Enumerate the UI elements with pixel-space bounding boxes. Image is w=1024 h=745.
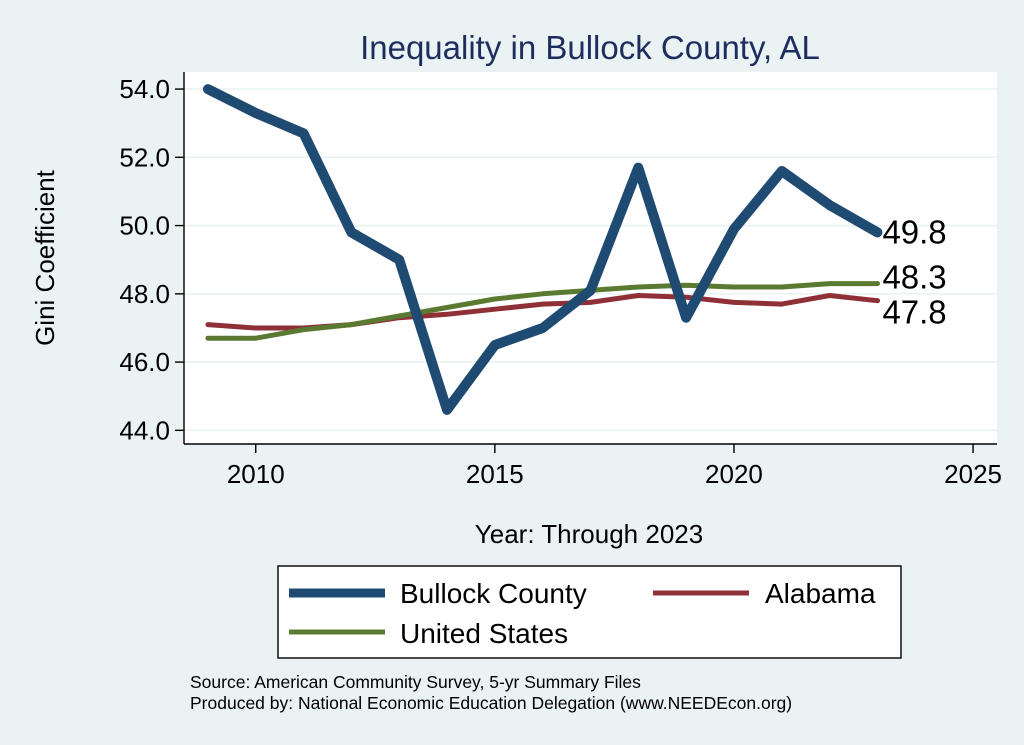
y-tick-label: 44.0 (119, 415, 170, 445)
plot-area (184, 72, 997, 444)
chart-title: Inequality in Bullock County, AL (360, 29, 820, 66)
legend: Bullock County Alabama United States (277, 565, 902, 659)
legend-label-united-states: United States (400, 618, 568, 649)
end-label-bullock-county: 49.8 (882, 213, 946, 250)
series-lines (202, 84, 883, 415)
legend-label-alabama: Alabama (765, 578, 876, 609)
y-axis-ticks: 44.0 46.0 48.0 50.0 52.0 54.0 (119, 74, 184, 445)
end-label-alabama: 47.8 (882, 294, 946, 331)
y-tick-label: 50.0 (119, 211, 170, 241)
axes (183, 72, 997, 445)
series-endpoint-bullock-county (874, 229, 880, 235)
x-tick-label: 2015 (466, 459, 524, 489)
source-line: Source: American Community Survey, 5-yr … (190, 672, 641, 692)
end-labels: 49.8 47.848.3 (882, 213, 946, 330)
legend-label-bullock-county: Bullock County (400, 578, 587, 609)
end-label-united-states: 48.3 (882, 259, 946, 296)
x-axis-title: Year: Through 2023 (475, 519, 703, 549)
series-line-united-states (205, 281, 880, 341)
producer-line: Produced by: National Economic Education… (190, 693, 792, 713)
series-endpoint-united-states (874, 281, 880, 287)
y-tick-label: 54.0 (119, 74, 170, 104)
y-tick-label: 46.0 (119, 347, 170, 377)
y-axis-title: Gini Coefficient (30, 169, 60, 346)
x-tick-label: 2025 (944, 459, 1002, 489)
series-line-bullock-county (202, 84, 883, 415)
x-axis-ticks: 2010 2015 2020 2025 (227, 444, 1002, 489)
x-tick-label: 2010 (227, 459, 285, 489)
x-tick-label: 2020 (705, 459, 763, 489)
y-tick-label: 52.0 (119, 142, 170, 172)
legend-box (277, 565, 902, 659)
y-tick-label: 48.0 (119, 279, 170, 309)
series-endpoint-alabama (874, 298, 880, 304)
